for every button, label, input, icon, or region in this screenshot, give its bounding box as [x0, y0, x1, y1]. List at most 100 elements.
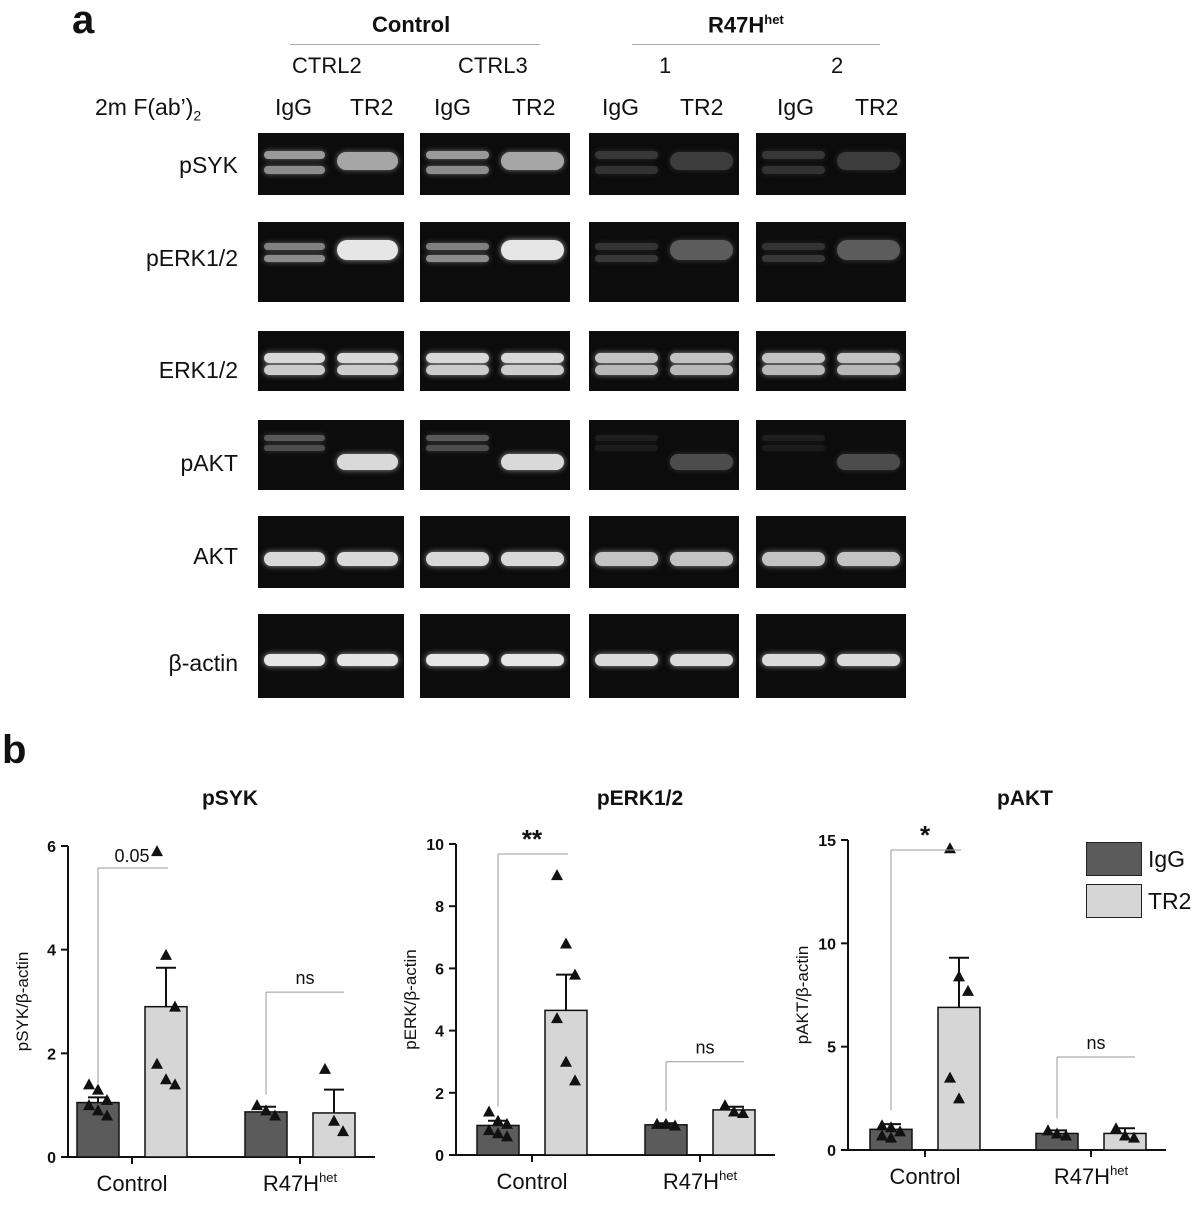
data-point	[1051, 1127, 1063, 1139]
blot-band	[264, 243, 325, 250]
blot-image	[258, 516, 404, 588]
data-point	[876, 1129, 888, 1141]
blot-image	[756, 516, 906, 588]
category-label: Control	[97, 1171, 168, 1196]
blot-image	[756, 420, 906, 490]
blot-image	[756, 222, 906, 302]
data-point	[160, 948, 172, 960]
y-tick-label: 10	[818, 936, 836, 953]
blot-band	[762, 255, 825, 262]
data-point	[251, 1099, 263, 1111]
blot-band	[264, 654, 325, 666]
data-point	[83, 1099, 95, 1111]
data-point	[560, 937, 572, 949]
y-tick-label: 0	[47, 1150, 56, 1167]
data-point	[1042, 1124, 1054, 1136]
data-point	[953, 970, 965, 982]
blot-band	[264, 353, 325, 363]
blot-image	[756, 614, 906, 698]
data-point	[728, 1105, 740, 1117]
blot-band	[337, 353, 398, 363]
blot-band	[762, 552, 825, 566]
y-tick-label: 10	[426, 837, 444, 854]
legend-label-igg: IgG	[1148, 846, 1186, 872]
blot-row-label: pERK1/2	[145, 245, 238, 271]
legend-swatch-tr2	[1086, 884, 1142, 918]
blot-band	[426, 255, 489, 262]
lane-label: IgG	[777, 94, 815, 120]
data-point	[560, 1055, 572, 1067]
panel-a-label: a	[72, 0, 95, 42]
blot-band	[595, 654, 658, 666]
data-point	[1110, 1122, 1122, 1134]
category-label: R47Hhet	[663, 1168, 738, 1194]
blot-image	[258, 133, 404, 195]
bar	[937, 1006, 981, 1151]
blot-image	[258, 331, 404, 391]
data-point	[92, 1083, 104, 1095]
blot-row-label: β-actin	[168, 650, 238, 676]
significance-label: **	[522, 824, 543, 854]
data-point	[492, 1127, 504, 1139]
y-tick-label: 2	[435, 1086, 444, 1103]
y-axis-label: pERK/β-actin	[401, 949, 420, 1049]
blot-band	[837, 152, 900, 170]
blot-image	[420, 222, 570, 302]
legend-label-tr2: TR2	[1148, 888, 1192, 914]
data-point	[885, 1131, 897, 1143]
y-axis-label: pSYK/β-actin	[13, 952, 32, 1052]
blot-band	[837, 365, 900, 375]
bar	[544, 1009, 588, 1156]
r47h-divider	[632, 44, 880, 45]
blot-band	[837, 552, 900, 566]
blot-band	[501, 240, 564, 260]
data-point	[337, 1125, 349, 1137]
blot-band	[595, 435, 658, 441]
blot-row-label: ERK1/2	[158, 357, 238, 383]
blot-band	[837, 353, 900, 363]
blot-image	[258, 420, 404, 490]
data-point	[551, 1012, 563, 1024]
group-r47h-base: R47H	[708, 12, 765, 38]
data-point	[953, 1092, 965, 1104]
blot-band	[426, 166, 489, 174]
blot-band	[762, 654, 825, 666]
chart-0: pSYK pSYK/β-actin 0 2 4 6 Control R47Hhet 0.05 ns	[13, 787, 375, 1196]
blot-band	[595, 166, 658, 174]
blot-band	[837, 240, 900, 260]
blot-band	[337, 454, 398, 470]
blot-band	[762, 166, 825, 174]
data-point	[894, 1125, 906, 1137]
data-point	[101, 1093, 113, 1105]
blot-band	[670, 552, 733, 566]
blot-band	[426, 435, 489, 441]
category-sup: het	[319, 1170, 337, 1185]
blot-band	[337, 240, 398, 260]
chart-1: pERK1/2 pERK/β-actin 0 2 4 6 8 10 Control R47Hhet…	[401, 787, 775, 1194]
category-label: R47Hhet	[263, 1170, 338, 1196]
y-tick-label: 5	[827, 1040, 836, 1057]
data-point	[483, 1105, 495, 1117]
blot-band	[426, 552, 489, 566]
data-point	[169, 1078, 181, 1090]
data-point	[944, 842, 956, 854]
blot-band	[426, 365, 489, 375]
y-tick-label: 15	[818, 833, 836, 850]
group-r47h-label: R47Hhet	[708, 12, 784, 38]
blot-band	[762, 445, 825, 451]
blot-image	[420, 420, 570, 490]
control-divider	[290, 44, 540, 45]
data-point	[962, 984, 974, 996]
blot-band	[762, 435, 825, 441]
blot-image	[420, 331, 570, 391]
y-axis-label: pAKT/β-actin	[793, 946, 812, 1045]
blot-row-label: pSYK	[179, 152, 238, 178]
blot-band	[264, 151, 325, 159]
blot-band	[337, 552, 398, 566]
data-point	[1128, 1131, 1140, 1143]
lane-label: IgG	[434, 94, 472, 120]
y-tick-label: 8	[435, 899, 444, 916]
data-point	[569, 968, 581, 980]
blot-band	[595, 365, 658, 375]
data-point	[269, 1109, 281, 1121]
